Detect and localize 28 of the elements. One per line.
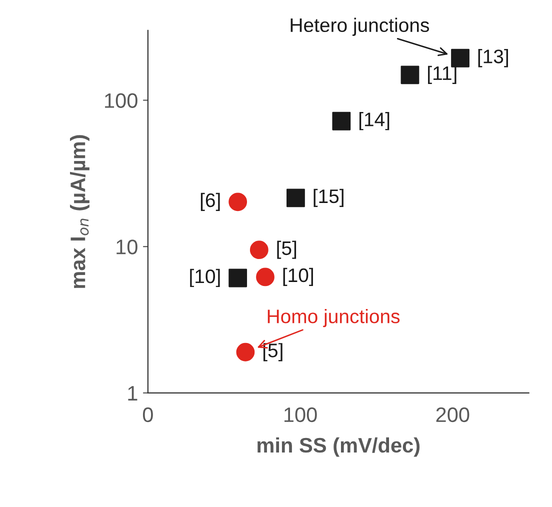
point bbox=[451, 48, 470, 68]
point bbox=[228, 192, 248, 212]
annotation: [11] bbox=[428, 66, 456, 84]
x-tick-label: 0 bbox=[142, 407, 153, 422]
annotation: Homo junctions bbox=[268, 309, 400, 328]
point bbox=[400, 66, 420, 84]
point bbox=[228, 268, 248, 288]
annotation: [5] bbox=[263, 343, 282, 362]
x-tick-label: 100 bbox=[284, 407, 317, 422]
point bbox=[236, 342, 255, 362]
annotation: [6] bbox=[200, 192, 220, 211]
point bbox=[256, 268, 274, 286]
annotation: [10] bbox=[190, 268, 220, 288]
y-tick-label: 10 bbox=[116, 240, 138, 254]
annotation: [13] bbox=[478, 49, 508, 68]
annotation: [15] bbox=[314, 188, 344, 207]
y-tick-label: 1 bbox=[128, 386, 138, 400]
annotation: [10] bbox=[283, 268, 313, 286]
x-tick-label: 200 bbox=[436, 407, 470, 422]
annotation: [14] bbox=[359, 112, 390, 130]
y-axis-title: max I$_{on}$ (µA/µm) bbox=[70, 135, 90, 288]
point bbox=[286, 188, 305, 208]
point bbox=[332, 112, 351, 130]
y-tick-label: 100 bbox=[105, 93, 138, 108]
point bbox=[250, 240, 268, 260]
annotation: Hetero junctions bbox=[290, 18, 430, 36]
x-axis-title: min SS (mV/dec) bbox=[258, 437, 420, 457]
annotation: [5] bbox=[277, 240, 296, 259]
